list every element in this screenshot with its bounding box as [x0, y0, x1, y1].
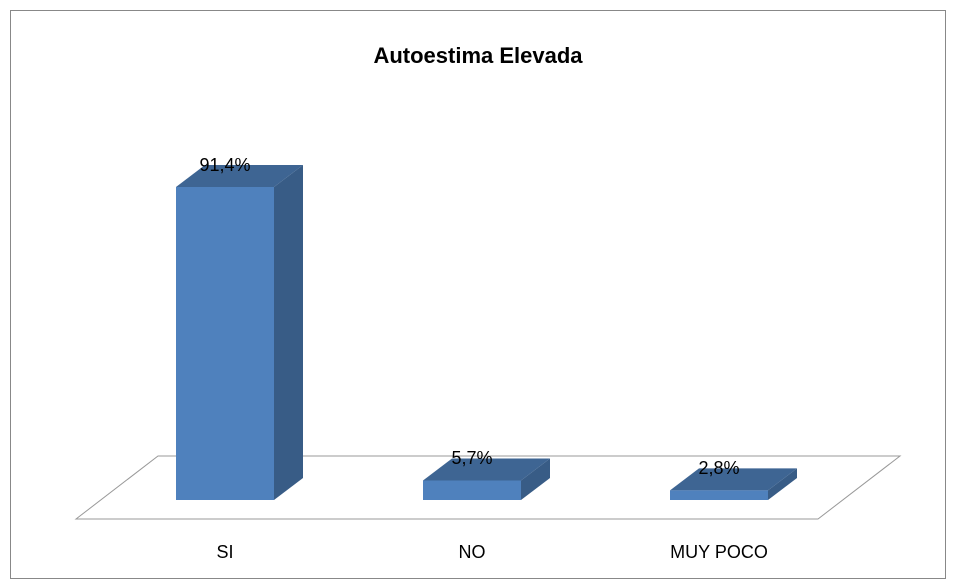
bar-side — [768, 468, 797, 500]
bar-front — [423, 480, 521, 500]
bar — [423, 458, 550, 500]
bar — [670, 468, 797, 500]
value-label: 2,8% — [698, 458, 739, 478]
bar-top — [423, 458, 550, 481]
value-label: 5,7% — [451, 448, 492, 468]
bar-front — [176, 187, 274, 500]
bar-side — [521, 458, 550, 500]
bar-top — [670, 468, 797, 491]
x-tick-label: SI — [216, 542, 233, 562]
x-tick-label: NO — [459, 542, 486, 562]
bar — [176, 165, 303, 500]
bar-top — [176, 165, 303, 187]
bar-front — [670, 490, 768, 500]
chart-title: Autoestima Elevada — [373, 43, 583, 68]
bar-side — [274, 165, 303, 500]
x-tick-label: MUY POCO — [670, 542, 768, 562]
value-label: 91,4% — [199, 155, 250, 175]
